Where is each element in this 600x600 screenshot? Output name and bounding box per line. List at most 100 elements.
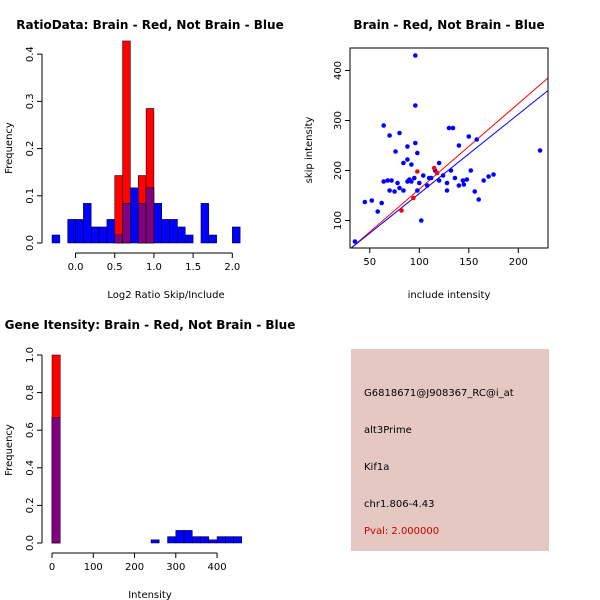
- blue-bar: [67, 219, 76, 244]
- blue-bar: [192, 536, 201, 544]
- blue-point: [486, 174, 491, 179]
- intensity-histogram-bars: [51, 354, 243, 544]
- blue-point: [452, 175, 458, 181]
- intensity-histogram-panel: Gene Itensity: Brain - Red, Not Brain - …: [4, 318, 295, 600]
- blue-point: [456, 143, 462, 148]
- blue-point: [424, 183, 430, 188]
- y-tick-label: 0.2: [25, 141, 36, 157]
- blue-bar: [200, 536, 210, 544]
- blue-point: [381, 123, 386, 128]
- blue-bar: [233, 536, 243, 544]
- x-tick-label: 400: [208, 562, 227, 573]
- blue-point: [392, 189, 397, 194]
- blue-point: [464, 177, 470, 182]
- y-tick-label: 0.4: [25, 460, 36, 476]
- scatter-title: Brain - Red, Not Brain - Blue: [353, 18, 544, 32]
- x-tick-label: 1.5: [185, 262, 201, 273]
- blue-bar: [200, 203, 210, 244]
- blue-point: [448, 168, 454, 173]
- blue-bar: [75, 219, 84, 244]
- blue-point: [415, 150, 420, 156]
- x-tick-label: 300: [166, 562, 185, 573]
- blue-point: [413, 103, 418, 108]
- y-tick-label: 0.0: [25, 535, 36, 551]
- blue-bar: [225, 536, 234, 544]
- blue-point: [385, 178, 390, 183]
- scatter-plot-area: [349, 47, 549, 249]
- x-tick-label: 1.0: [146, 262, 162, 273]
- blue-point: [444, 180, 450, 186]
- x-tick-label: 100: [410, 257, 429, 268]
- blue-bar: [169, 219, 178, 244]
- ratio-histogram-panel: RatioData: Brain - Red, Not Brain - Blue…: [4, 18, 284, 301]
- blue-bar: [216, 536, 226, 544]
- blue-bar: [208, 539, 218, 544]
- blue-point: [387, 133, 392, 138]
- blue-bar: [177, 226, 186, 244]
- intensity-histogram-xlabel: Intensity: [128, 590, 172, 600]
- red-point: [431, 165, 437, 171]
- blue-point: [379, 200, 384, 206]
- red-point: [415, 169, 420, 174]
- red-point: [399, 208, 404, 213]
- blue-point: [460, 178, 466, 183]
- ratio-histogram-xlabel: Log2 Ratio Skip/Include: [107, 290, 224, 301]
- blue-point: [446, 125, 452, 131]
- blue-point: [476, 197, 482, 202]
- red-fit-line: [350, 77, 548, 248]
- info-panel: G6818671@J908367_RC@i_at alt3Prime Kif1a…: [351, 349, 549, 551]
- blue-point: [362, 199, 368, 205]
- blue-point: [537, 148, 543, 153]
- y-tick-label: 300: [333, 111, 344, 130]
- probe-id-text: G6818671@J908367_RC@i_at: [364, 388, 514, 399]
- red-bar: [114, 175, 123, 244]
- scatter-panel: Brain - Red, Not Brain - Blue include in…: [304, 18, 549, 301]
- blue-bar: [185, 234, 194, 244]
- blue-bar: [90, 226, 100, 244]
- x-tick-label: 200: [125, 562, 144, 573]
- blue-point: [409, 179, 414, 184]
- blue-point: [415, 188, 420, 193]
- y-tick-label: 200: [333, 161, 344, 180]
- scatter-marks: [350, 53, 548, 248]
- scatter-axes: 50 100 150 200 100 200 300 400: [333, 61, 528, 268]
- blue-point: [412, 175, 417, 181]
- y-tick-label: 0.4: [25, 46, 36, 62]
- y-tick-label: 0.3: [25, 93, 36, 109]
- blue-point: [375, 209, 381, 214]
- blue-point: [397, 130, 402, 136]
- ratio-histogram-ylabel: Frequency: [4, 122, 15, 174]
- x-tick-label: 2.0: [224, 262, 240, 273]
- blue-bar: [106, 219, 115, 244]
- blue-point: [491, 172, 496, 177]
- gene-name-text: Kif1a: [364, 462, 390, 473]
- blue-bar: [208, 234, 217, 244]
- blue-point: [413, 53, 418, 58]
- blue-point: [456, 183, 462, 188]
- blue-point: [387, 188, 392, 193]
- blue-point: [440, 173, 446, 178]
- x-tick-label: 0.5: [107, 262, 123, 273]
- blue-point: [444, 188, 450, 193]
- blue-point: [397, 185, 402, 191]
- blue-point: [474, 137, 480, 142]
- blue-point: [481, 178, 486, 183]
- blue-point: [466, 134, 472, 139]
- blue-bar: [183, 530, 193, 544]
- scatter-xlabel: include intensity: [408, 290, 491, 301]
- scatter-ylabel: skip intensity: [304, 117, 315, 184]
- blue-point: [381, 179, 386, 184]
- blue-point: [436, 178, 442, 183]
- location-text: chr1.806-4.43: [364, 499, 435, 510]
- blue-bar: [161, 219, 170, 244]
- intensity-histogram-axes: 0 100 200 300 400 0.0 0.2 0.4 0.6 0.8 1.0: [25, 347, 227, 573]
- pval-text: Pval: 2.000000: [364, 526, 440, 537]
- ratio-histogram-title: RatioData: Brain - Red, Not Brain - Blue: [16, 18, 283, 32]
- blue-point: [461, 182, 467, 187]
- blue-point: [413, 140, 418, 146]
- intensity-histogram-title: Gene Itensity: Brain - Red, Not Brain - …: [5, 318, 296, 332]
- y-tick-label: 0.2: [25, 497, 36, 513]
- blue-bar: [130, 187, 139, 244]
- red-point: [434, 170, 440, 176]
- blue-point: [405, 144, 410, 149]
